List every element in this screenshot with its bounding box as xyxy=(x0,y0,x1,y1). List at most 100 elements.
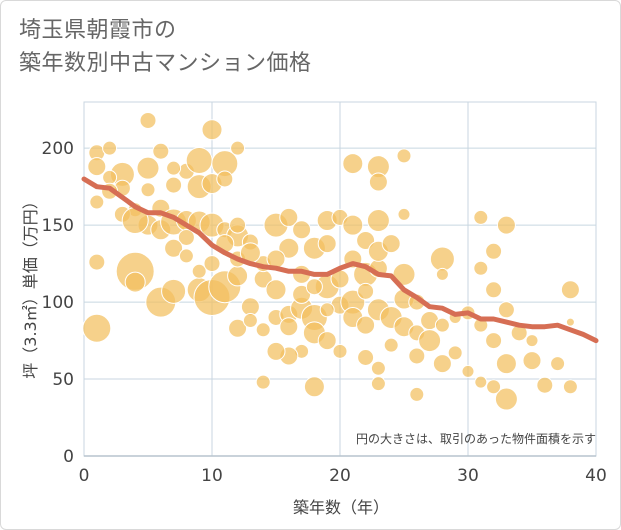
bubble-point xyxy=(319,302,335,318)
bubble-point xyxy=(152,142,170,160)
y-tick-label: 50 xyxy=(52,370,74,390)
y-tick-label: 200 xyxy=(42,139,74,159)
bubble-point xyxy=(191,263,207,279)
chart-title: 埼玉県朝霞市の 築年数別中古マンション価格 xyxy=(19,14,312,80)
bubble-point xyxy=(474,375,488,389)
bubble-point xyxy=(161,278,187,304)
bubble-point xyxy=(473,209,489,225)
bubble-point xyxy=(227,265,249,287)
bubble-point xyxy=(303,376,325,398)
bubble-point xyxy=(357,282,375,300)
x-tick-label: 30 xyxy=(457,466,479,486)
bubble-point xyxy=(242,313,258,329)
bubble-point xyxy=(278,237,300,259)
bubble-point xyxy=(265,279,287,301)
x-tick-label: 40 xyxy=(585,466,607,486)
bubble-point xyxy=(562,379,578,395)
y-tick-label: 100 xyxy=(42,293,74,313)
bubble-point xyxy=(495,353,517,375)
bubble-point xyxy=(485,242,503,260)
size-note: 円の大きさは、取引のあった物件面積を示す xyxy=(356,431,596,446)
bubble-point xyxy=(434,317,450,333)
bubble-point xyxy=(396,148,412,164)
bubble-point xyxy=(292,284,312,304)
bubble-point xyxy=(342,153,364,175)
y-tick-label: 0 xyxy=(63,447,74,467)
bubble-point xyxy=(279,317,299,337)
bubble-point xyxy=(166,160,182,176)
bubble-point xyxy=(305,278,323,296)
x-axis-label: 築年数（年） xyxy=(293,498,389,517)
bubble-point xyxy=(177,228,195,246)
bubble-point xyxy=(497,301,515,319)
trend-line xyxy=(81,176,599,344)
bubble-point xyxy=(366,209,390,233)
bubble-point xyxy=(356,315,376,335)
bubble-point xyxy=(164,238,184,258)
bubble-point xyxy=(494,387,518,411)
bubble-point xyxy=(370,376,386,392)
bubble-point xyxy=(409,386,425,402)
bubble-point xyxy=(185,146,213,174)
bubble-point xyxy=(357,348,375,366)
bubble-point xyxy=(102,169,118,185)
bubble-point xyxy=(370,360,386,376)
bubble-point xyxy=(332,343,348,359)
axes: 0 10 20 30 40 0 50 100 150 200 xyxy=(42,139,607,486)
bubble-point xyxy=(102,140,118,156)
bubble-point xyxy=(342,214,364,236)
bubble-point xyxy=(473,260,489,276)
chart-title-line2: 築年数別中古マンション価格 xyxy=(19,51,312,76)
bubble-point xyxy=(565,317,575,327)
bubble-point xyxy=(447,345,463,361)
bubble-point xyxy=(216,170,234,188)
bubble-point xyxy=(124,271,146,293)
trend-layer xyxy=(81,176,599,344)
bubble-point xyxy=(550,356,566,372)
bubble-point xyxy=(136,156,160,180)
bubble-point xyxy=(240,297,260,317)
bubble-point xyxy=(486,379,502,395)
chart-title-line1: 埼玉県朝霞市の xyxy=(19,18,177,43)
bubble-layer xyxy=(82,111,580,411)
y-tick-label: 150 xyxy=(42,216,74,236)
bubble-point xyxy=(525,334,539,348)
bubble-point xyxy=(89,194,105,210)
bubble-point xyxy=(560,280,580,300)
bubble-point xyxy=(418,329,442,353)
bubble-point xyxy=(178,248,194,264)
bubble-point xyxy=(140,182,156,198)
bubble-point xyxy=(522,351,542,371)
bubble-point xyxy=(383,337,399,353)
bubble-point xyxy=(139,111,157,129)
bubble-point xyxy=(279,207,299,227)
bubble-point xyxy=(229,216,247,234)
bubble-point xyxy=(485,332,503,350)
bubble-point xyxy=(228,318,248,338)
bubble-point xyxy=(255,374,271,390)
bubble-point xyxy=(435,267,449,281)
bubble-point xyxy=(496,215,516,235)
bubble-point xyxy=(266,341,286,361)
x-tick-label: 0 xyxy=(79,466,90,486)
x-tick-label: 20 xyxy=(329,466,351,486)
bubble-point xyxy=(397,207,411,221)
bubble-point xyxy=(536,376,554,394)
bubble-point xyxy=(461,364,475,378)
x-tick-label: 10 xyxy=(201,466,223,486)
bubble-point xyxy=(87,157,107,177)
bubble-point xyxy=(230,140,246,156)
bubble-point xyxy=(408,347,426,365)
bubble-point xyxy=(165,176,183,194)
bubble-point xyxy=(429,246,455,272)
bubble-point xyxy=(368,172,388,192)
y-axis-label: 坪（3.3㎡）単価（万円） xyxy=(21,193,40,378)
bubble-point xyxy=(255,322,271,338)
bubble-point xyxy=(201,119,223,141)
bubble-point xyxy=(88,253,106,271)
bubble-point xyxy=(485,281,503,299)
bubble-point xyxy=(82,313,112,343)
bubble-point xyxy=(432,354,452,374)
bubble-point xyxy=(381,234,401,254)
